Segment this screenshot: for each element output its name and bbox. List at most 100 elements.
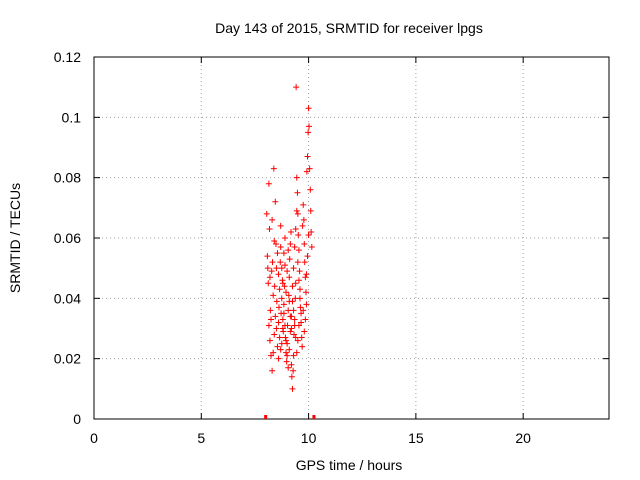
data-point xyxy=(286,274,293,281)
x-tick-label: 5 xyxy=(197,430,205,446)
data-point xyxy=(286,256,293,263)
data-point xyxy=(276,286,283,293)
data-point xyxy=(279,280,286,287)
data-point xyxy=(294,337,301,344)
data-point xyxy=(277,259,284,266)
scatter-points xyxy=(263,84,315,392)
data-point xyxy=(289,283,296,290)
data-point xyxy=(288,361,295,368)
data-point xyxy=(299,343,306,350)
data-point xyxy=(292,334,299,341)
data-point xyxy=(284,268,291,275)
chart-title: Day 143 of 2015, SRMTID for receiver lpg… xyxy=(215,20,483,36)
x-axis-markers xyxy=(264,415,316,419)
data-point xyxy=(272,313,279,320)
data-point xyxy=(267,307,274,314)
data-point xyxy=(275,355,282,362)
data-point xyxy=(268,352,275,359)
data-point xyxy=(264,253,271,260)
y-tick-label: 0.08 xyxy=(54,170,81,186)
data-point xyxy=(287,328,294,335)
data-point xyxy=(272,198,279,205)
data-point xyxy=(294,189,301,196)
data-point xyxy=(301,259,308,266)
data-point xyxy=(277,244,284,251)
data-point xyxy=(270,292,277,299)
data-point xyxy=(303,271,310,278)
data-point xyxy=(300,307,307,314)
data-point xyxy=(308,244,315,251)
data-point xyxy=(271,238,278,245)
data-point xyxy=(296,268,303,275)
data-point xyxy=(290,265,297,272)
data-point xyxy=(290,352,297,359)
data-point xyxy=(277,346,284,353)
x-tick-label: 20 xyxy=(515,430,531,446)
data-point xyxy=(283,337,290,344)
data-point xyxy=(295,322,302,329)
data-point xyxy=(274,343,281,350)
y-tick-label: 0.04 xyxy=(54,290,81,306)
data-point xyxy=(305,231,312,238)
data-point xyxy=(276,334,283,341)
data-point xyxy=(277,222,284,229)
data-point xyxy=(284,340,291,347)
data-point xyxy=(304,253,311,260)
data-point xyxy=(273,265,280,272)
data-point xyxy=(270,349,277,356)
data-point xyxy=(303,289,310,296)
data-point xyxy=(291,244,298,251)
data-point xyxy=(274,250,281,257)
data-point xyxy=(299,222,306,229)
data-point xyxy=(279,316,286,323)
y-tick-label: 0.02 xyxy=(54,351,81,367)
data-point xyxy=(289,298,296,305)
data-point xyxy=(301,241,308,248)
data-point xyxy=(269,259,276,266)
data-point xyxy=(298,319,305,326)
data-point xyxy=(307,186,314,193)
data-point xyxy=(271,331,278,338)
y-tick-label: 0.1 xyxy=(62,109,82,125)
data-point xyxy=(285,364,292,371)
data-point xyxy=(273,325,280,332)
grid xyxy=(94,57,609,419)
data-point xyxy=(266,337,273,344)
data-point xyxy=(269,216,276,223)
data-point xyxy=(268,316,275,323)
data-point xyxy=(264,265,271,272)
data-point xyxy=(306,165,313,172)
data-point xyxy=(283,289,290,296)
data-point xyxy=(293,207,300,214)
data-point xyxy=(293,84,300,91)
y-tick-label: 0.12 xyxy=(54,49,81,65)
data-point xyxy=(287,241,294,248)
data-point xyxy=(292,225,299,232)
data-point xyxy=(275,304,282,311)
y-axis-label: SRMTID / TECUs xyxy=(7,183,23,293)
data-point xyxy=(283,349,290,356)
data-point xyxy=(295,277,302,284)
data-point xyxy=(283,358,290,365)
data-point xyxy=(306,123,313,130)
data-point xyxy=(308,228,315,235)
data-point xyxy=(303,301,310,308)
data-point xyxy=(273,298,280,305)
x-tick-label: 10 xyxy=(301,430,317,446)
data-point xyxy=(272,241,279,248)
data-point xyxy=(288,313,295,320)
plot-frame xyxy=(93,56,610,420)
data-point xyxy=(270,165,277,172)
data-point xyxy=(266,225,273,232)
data-point xyxy=(285,292,292,299)
data-point xyxy=(263,210,270,217)
data-point xyxy=(278,340,285,347)
y-tick-label: 0 xyxy=(73,411,81,427)
data-point xyxy=(298,334,305,341)
x-axis-label: GPS time / hours xyxy=(296,457,403,473)
data-point xyxy=(284,352,291,359)
x-axis-marker xyxy=(312,415,316,419)
data-point xyxy=(297,295,303,302)
data-point xyxy=(292,280,299,287)
data-point xyxy=(307,207,314,214)
